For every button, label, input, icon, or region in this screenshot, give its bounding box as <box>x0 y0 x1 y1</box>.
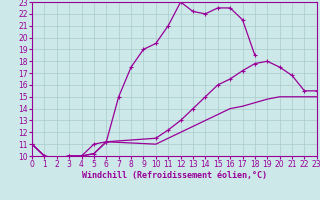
X-axis label: Windchill (Refroidissement éolien,°C): Windchill (Refroidissement éolien,°C) <box>82 171 267 180</box>
